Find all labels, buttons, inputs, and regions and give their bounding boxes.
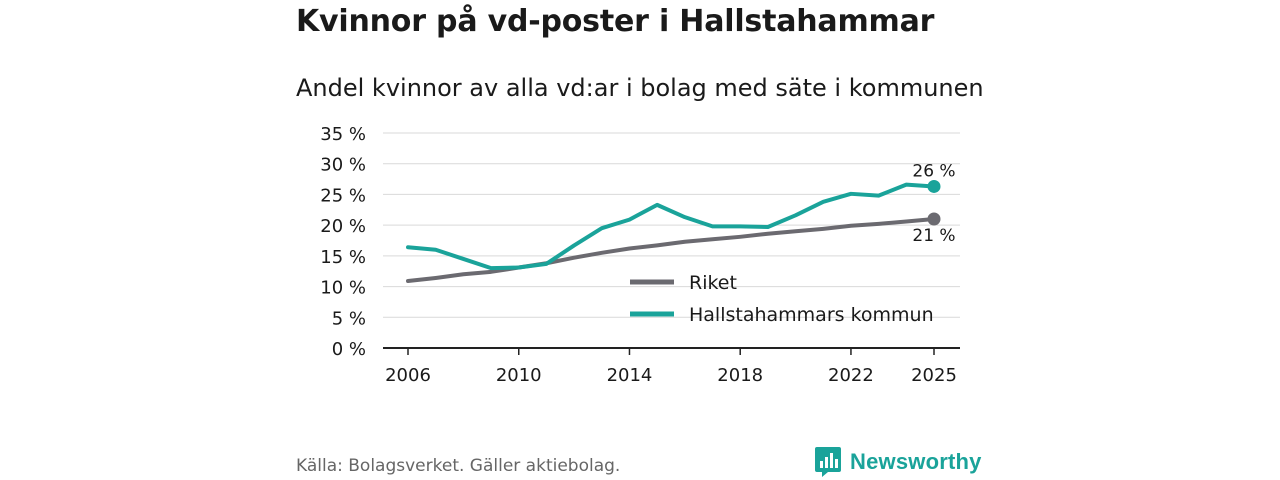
y-axis-ticks: 0 % 5 % 10 % 15 % 20 % 25 % 30 % 35 % bbox=[320, 124, 366, 360]
y-tick-label: 15 % bbox=[320, 247, 366, 268]
x-tick-label: 2010 bbox=[496, 365, 542, 386]
end-point-marker bbox=[927, 212, 941, 226]
y-tick-label: 20 % bbox=[320, 216, 366, 237]
x-tick-label: 2006 bbox=[385, 365, 431, 386]
brand-name: Newsworthy bbox=[850, 449, 982, 474]
series-line-riket bbox=[406, 217, 936, 284]
x-axis-ticks: 2006 2010 2014 2018 2022 2025 bbox=[385, 348, 957, 386]
end-value-label: 21 % bbox=[912, 226, 955, 246]
y-tick-label: 0 % bbox=[332, 339, 366, 360]
brand-logo: Newsworthy bbox=[814, 446, 982, 478]
chart-title: Kvinnor på vd-poster i Hallstahammar bbox=[296, 4, 935, 39]
y-tick-label: 35 % bbox=[320, 124, 366, 145]
y-tick-label: 5 % bbox=[332, 308, 366, 329]
series-lines: 21 % 26 % bbox=[406, 161, 956, 284]
y-tick-label: 30 % bbox=[320, 155, 366, 176]
x-tick-label: 2025 bbox=[911, 365, 957, 386]
source-note: Källa: Bolagsverket. Gäller aktiebolag. bbox=[296, 456, 621, 476]
x-tick-label: 2014 bbox=[607, 365, 653, 386]
x-tick-label: 2022 bbox=[828, 365, 874, 386]
legend: Riket Hallstahammars kommun bbox=[630, 272, 934, 326]
chart-subtitle: Andel kvinnor av alla vd:ar i bolag med … bbox=[296, 74, 984, 102]
legend-label: Riket bbox=[689, 272, 737, 294]
y-tick-label: 25 % bbox=[320, 185, 366, 206]
x-tick-label: 2018 bbox=[717, 365, 763, 386]
end-value-label: 26 % bbox=[912, 161, 955, 181]
legend-label: Hallstahammars kommun bbox=[689, 304, 934, 326]
y-tick-label: 10 % bbox=[320, 278, 366, 299]
series-line-hallstahammar bbox=[406, 182, 936, 271]
grid-lines bbox=[383, 132, 960, 349]
newsworthy-logo-icon bbox=[815, 447, 841, 477]
end-point-marker bbox=[927, 179, 941, 193]
